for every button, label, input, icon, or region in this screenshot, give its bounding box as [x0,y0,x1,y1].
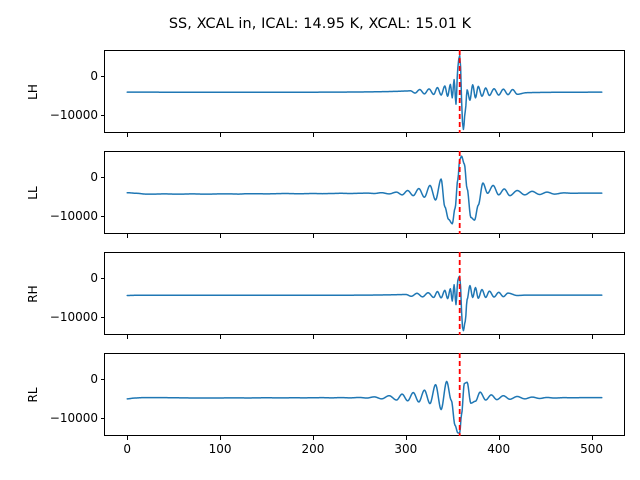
axes-frame [104,50,625,133]
y-tick-label: −10000 [49,411,98,426]
x-tick-mark [498,234,500,238]
y-tick-label: −10000 [49,310,98,325]
interferogram-trace [127,56,602,130]
y-tick-mark [100,176,104,178]
x-tick-mark [127,436,129,440]
x-tick-label: 200 [301,442,325,456]
subplot-ll [104,151,625,234]
axes-frame [104,151,625,234]
axes-frame [104,353,625,436]
x-tick-mark [591,436,593,440]
x-tick-label: 500 [580,442,604,456]
y-tick-label-wrap: −10000 [34,108,98,122]
subplot-rh [104,252,625,335]
y-tick-label-wrap: −10000 [34,209,98,223]
figure-title: SS, XCAL in, ICAL: 14.95 K, XCAL: 15.01 … [168,16,472,32]
y-tick-label-wrap: 0 [34,170,98,184]
y-tick-mark [100,115,104,117]
x-tick-label: 100 [208,442,232,456]
y-tick-label-wrap: 0 [34,271,98,285]
x-tick-mark [220,234,222,238]
plot-canvas [104,151,625,234]
y-tick-label: −10000 [49,209,98,224]
y-tick-label-wrap: 0 [34,372,98,386]
y-tick-label: −10000 [49,108,98,123]
y-tick-mark [100,277,104,279]
x-tick-mark [405,133,407,137]
x-tick-mark [405,335,407,339]
y-tick-mark [100,418,104,420]
interferogram-trace [127,156,602,224]
x-tick-mark [220,133,222,137]
axes-frame [104,252,625,335]
subplot-rl [104,353,625,436]
subplot-lh [104,50,625,133]
y-tick-label: 0 [90,169,98,184]
plot-canvas [104,252,625,335]
x-tick-mark [498,335,500,339]
y-axis-label-rl: RL [26,386,40,403]
x-tick-mark [591,234,593,238]
interferogram-trace [127,276,602,331]
x-tick-mark [405,436,407,440]
y-tick-label: 0 [90,68,98,83]
y-axis-label-lh: LH [26,83,40,100]
x-tick-label: 300 [394,442,418,456]
x-tick-mark [220,436,222,440]
x-tick-mark [591,133,593,137]
x-tick-mark [591,335,593,339]
x-tick-mark [405,234,407,238]
x-tick-label: 400 [487,442,511,456]
y-tick-mark [100,216,104,218]
y-tick-label-wrap: −10000 [34,310,98,324]
y-tick-mark [100,317,104,319]
x-tick-mark [127,335,129,339]
y-tick-mark [100,75,104,77]
x-tick-mark [498,133,500,137]
x-tick-mark [127,234,129,238]
x-tick-label: 0 [123,442,132,456]
x-tick-mark [312,234,314,238]
x-tick-mark [498,436,500,440]
y-axis-label-rh: RH [26,284,40,303]
x-tick-mark [312,335,314,339]
y-tick-label: 0 [90,371,98,386]
y-axis-label-ll: LL [26,185,40,200]
x-tick-mark [127,133,129,137]
plot-canvas [104,50,625,133]
x-tick-mark [220,335,222,339]
y-tick-label: 0 [90,270,98,285]
y-tick-label-wrap: −10000 [34,411,98,425]
y-tick-label-wrap: 0 [34,69,98,83]
y-tick-mark [100,378,104,380]
interferogram-trace [127,381,602,433]
x-tick-mark [312,436,314,440]
plot-canvas [104,353,625,436]
x-tick-mark [312,133,314,137]
